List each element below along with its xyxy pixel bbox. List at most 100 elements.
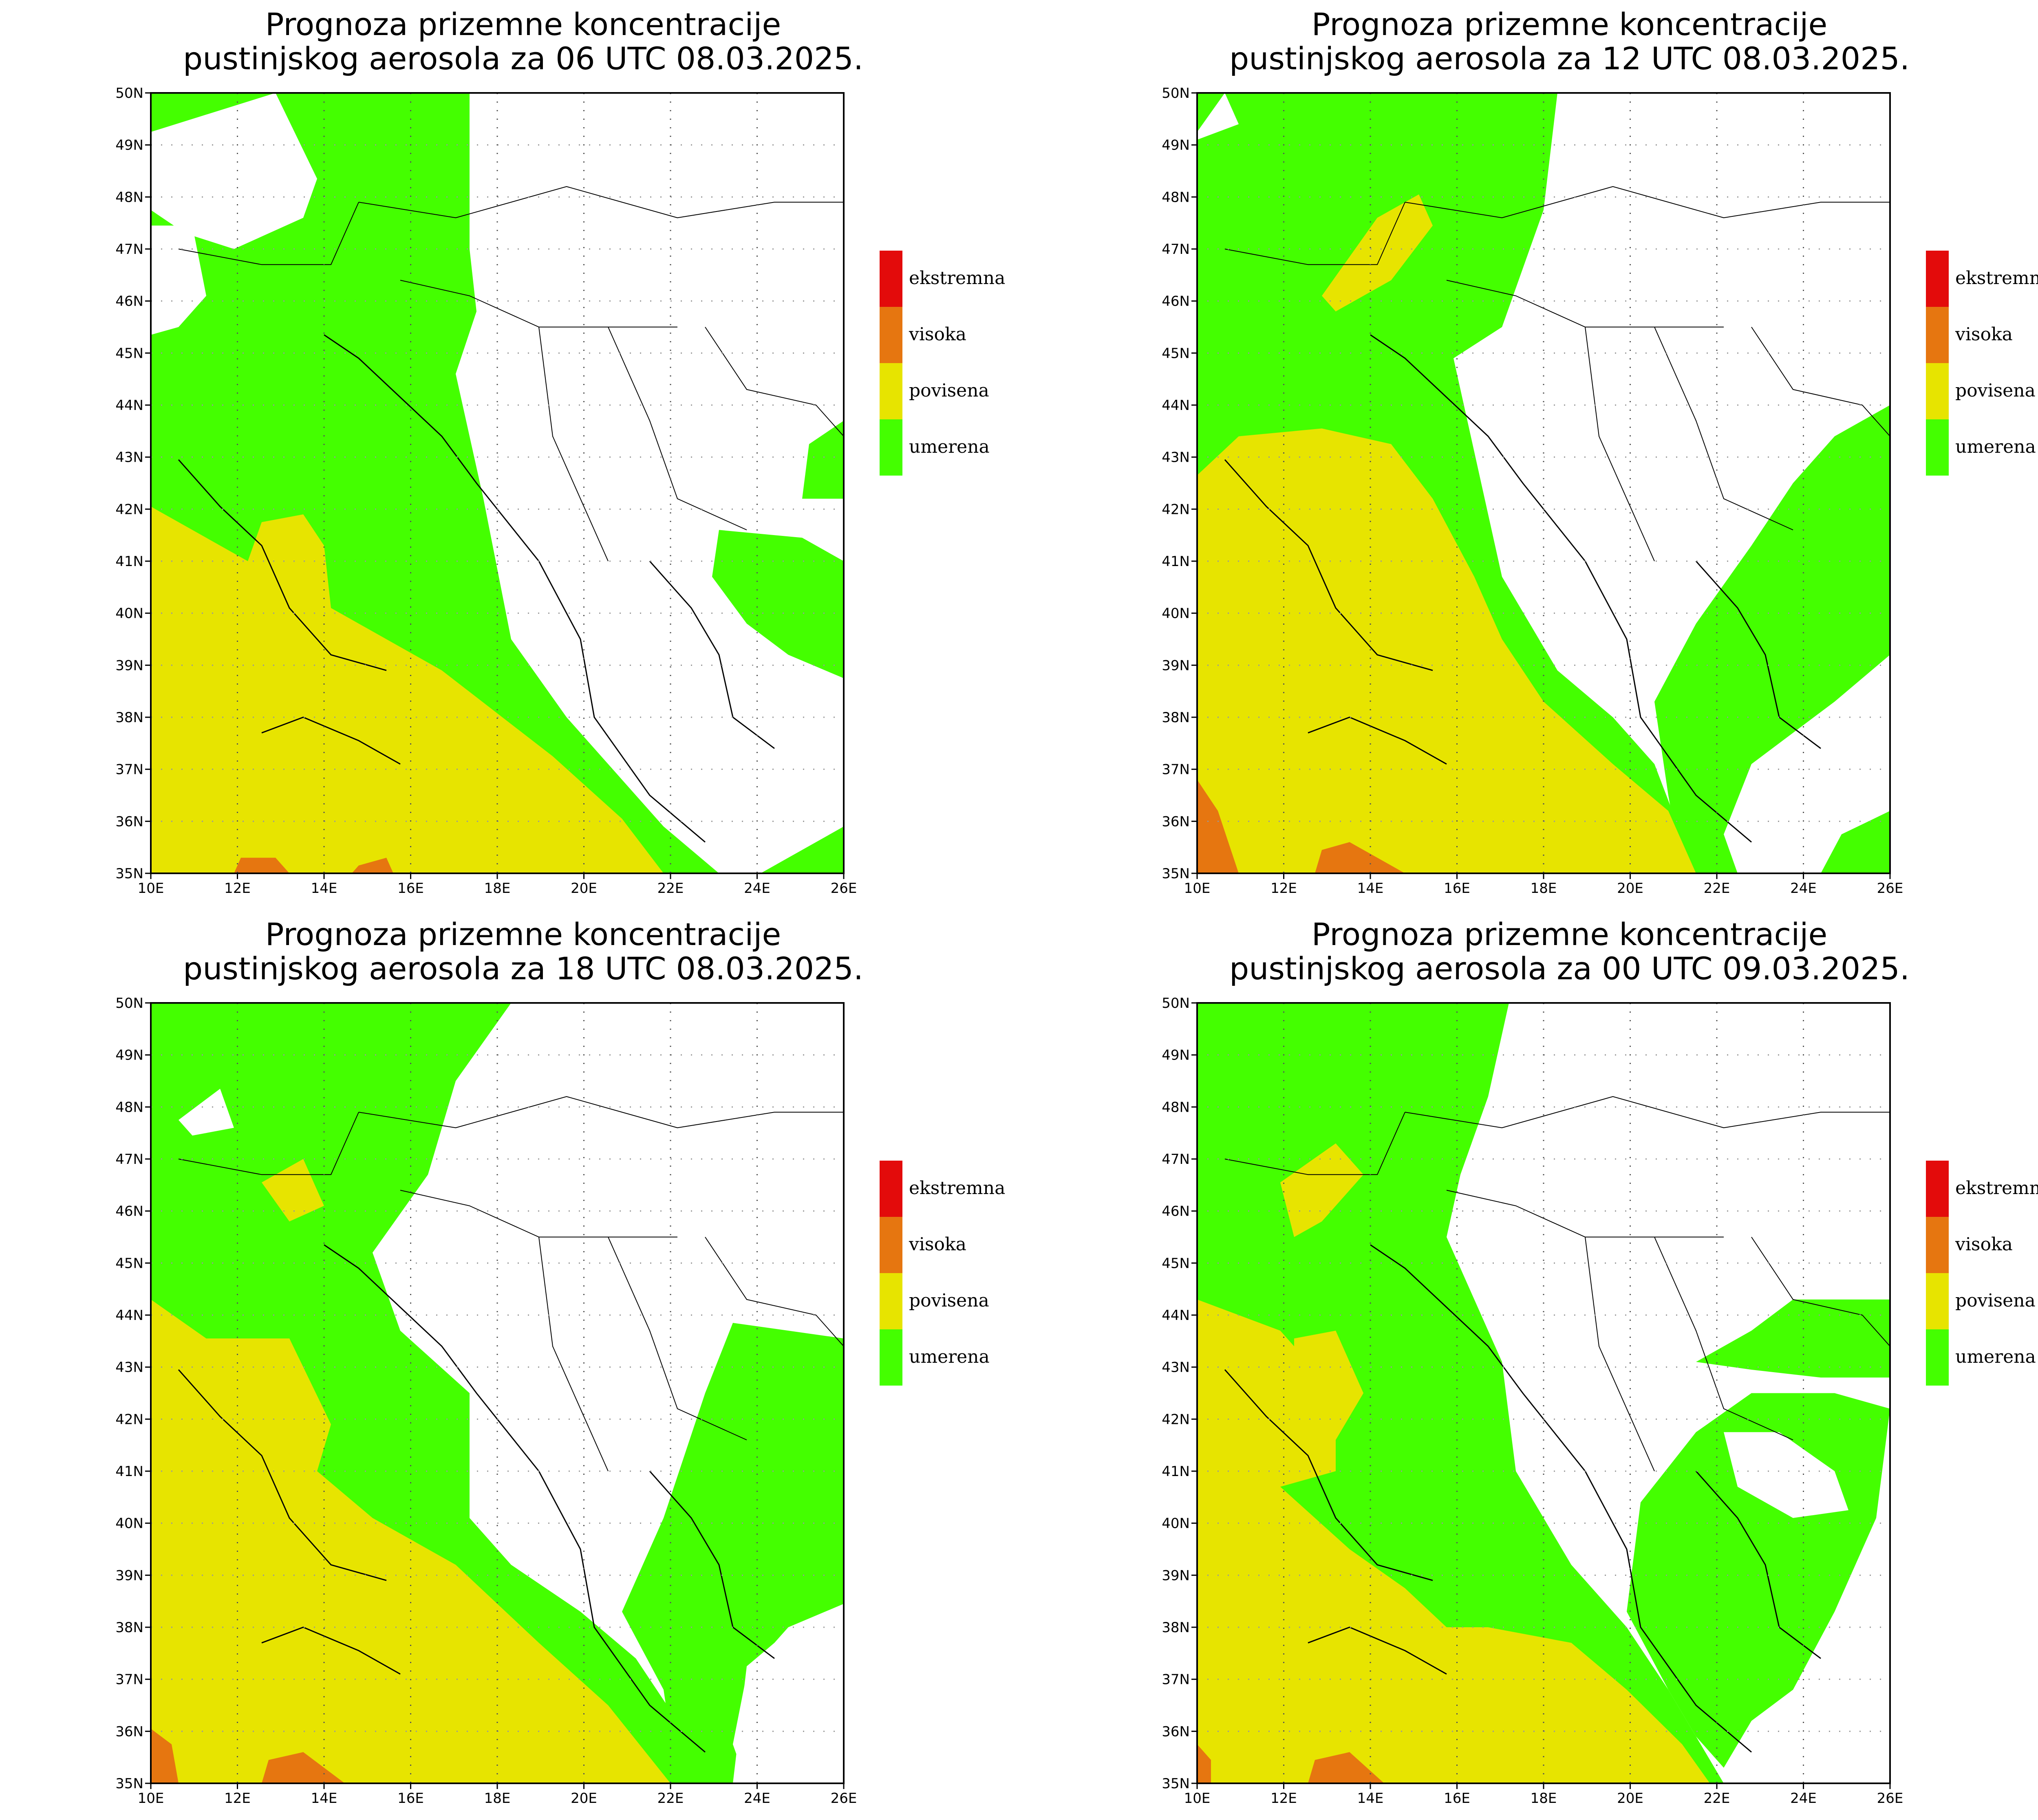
lat-tick-label: 49N bbox=[1162, 1047, 1190, 1064]
country-border bbox=[358, 186, 844, 218]
lon-tick-label: 18E bbox=[484, 1790, 511, 1807]
lat-tick-label: 45N bbox=[1162, 345, 1190, 361]
lat-tick-label: 42N bbox=[1162, 501, 1190, 518]
country-border bbox=[1654, 1237, 1793, 1441]
panel-title-line2: pustinjskog aerosola za 00 UTC 09.03.202… bbox=[1229, 950, 1910, 987]
legend-label: ekstremna bbox=[1955, 268, 2038, 289]
panel-title-line1: Prognoza prizemne koncentracije bbox=[1311, 6, 1828, 42]
lon-tick-label: 22E bbox=[657, 880, 684, 897]
coastline bbox=[178, 459, 387, 671]
lon-tick-label: 26E bbox=[1877, 1790, 1903, 1807]
lat-tick-label: 41N bbox=[1162, 1463, 1190, 1480]
country-border bbox=[705, 1236, 844, 1347]
lat-tick-label: 36N bbox=[115, 813, 143, 830]
clean-air-area bbox=[179, 1088, 234, 1136]
legend-item-umerena: umerena bbox=[1926, 419, 2038, 476]
country-border bbox=[1751, 326, 1890, 437]
lat-tick-label: 50N bbox=[115, 995, 143, 1011]
lon-tick-label: 14E bbox=[311, 1790, 337, 1807]
lat-tick-label: 42N bbox=[115, 501, 143, 518]
lat-tick-label: 49N bbox=[115, 137, 143, 154]
lon-tick-label: 12E bbox=[224, 880, 251, 897]
lat-tick-label: 38N bbox=[115, 1619, 143, 1636]
legend-item-umerena: umerena bbox=[880, 1329, 1043, 1386]
panel-title-line1: Prognoza prizemne koncentracije bbox=[265, 6, 781, 42]
aerosol-area-visoka bbox=[1315, 842, 1405, 873]
coastline bbox=[324, 1244, 706, 1753]
country-border bbox=[1224, 1112, 1405, 1175]
lat-tick-label: 37N bbox=[115, 762, 143, 778]
lat-tick-label: 41N bbox=[115, 1463, 143, 1480]
aerosol-area-visoka bbox=[234, 857, 289, 873]
legend-swatch bbox=[880, 307, 902, 363]
lat-tick-label: 37N bbox=[1162, 762, 1190, 778]
coastline bbox=[1308, 1626, 1447, 1675]
lat-tick-label: 39N bbox=[1162, 657, 1190, 674]
country-border bbox=[178, 202, 359, 265]
lat-tick-label: 47N bbox=[1162, 241, 1190, 258]
lat-tick-label: 40N bbox=[115, 606, 143, 622]
coastline bbox=[1224, 459, 1433, 671]
legend-label: umerena bbox=[909, 436, 990, 457]
lon-tick-label: 24E bbox=[744, 880, 770, 897]
aerosol-area-umerena bbox=[802, 421, 844, 499]
lat-tick-label: 38N bbox=[1162, 709, 1190, 726]
lat-tick-label: 45N bbox=[115, 345, 143, 361]
lat-tick-label: 35N bbox=[115, 866, 143, 882]
legend-swatch bbox=[1926, 307, 1949, 363]
country-border bbox=[705, 326, 844, 437]
lon-tick-label: 20E bbox=[571, 880, 597, 897]
clean-air-area bbox=[151, 93, 317, 249]
lat-tick-label: 38N bbox=[1162, 1619, 1190, 1636]
lon-tick-label: 24E bbox=[1790, 880, 1817, 897]
lat-tick-label: 49N bbox=[115, 1047, 143, 1064]
legend-label: ekstremna bbox=[909, 1178, 1006, 1199]
legend-swatch bbox=[1926, 419, 1949, 476]
aerosol-area-visoka bbox=[262, 1752, 345, 1783]
legend-label: umerena bbox=[1955, 436, 2036, 457]
lat-tick-label: 44N bbox=[115, 397, 143, 414]
panel-title-line2: pustinjskog aerosola za 06 UTC 08.03.202… bbox=[183, 40, 863, 77]
lon-tick-label: 26E bbox=[831, 1790, 857, 1807]
aerosol-area-umerena bbox=[761, 826, 844, 873]
lon-tick-label: 14E bbox=[311, 880, 337, 897]
legend-item-ekstremna: ekstremna bbox=[1926, 1161, 2038, 1217]
lat-tick-label: 36N bbox=[115, 1723, 143, 1740]
panel-title: Prognoza prizemne koncentracije pustinjs… bbox=[1046, 7, 2038, 76]
lat-tick-label: 50N bbox=[115, 85, 143, 101]
country-border bbox=[1751, 1236, 1890, 1347]
panel-title-line2: pustinjskog aerosola za 12 UTC 08.03.202… bbox=[1229, 40, 1910, 77]
lat-tick-label: 41N bbox=[115, 553, 143, 570]
lon-tick-label: 24E bbox=[744, 1790, 770, 1807]
map-panel-12utc: Prognoza prizemne koncentracije pustinjs… bbox=[1046, 0, 2038, 910]
coastline bbox=[649, 561, 775, 749]
country-border bbox=[608, 1237, 747, 1441]
lat-tick-label: 48N bbox=[115, 189, 143, 205]
legend-item-visoka: visoka bbox=[880, 307, 1043, 363]
map-panel-06utc: Prognoza prizemne koncentracije pustinjs… bbox=[0, 0, 1046, 910]
coastline bbox=[261, 1626, 401, 1675]
aerosol-area-visoka bbox=[1197, 780, 1239, 873]
clean-air-area bbox=[1724, 1432, 1848, 1518]
legend-label: umerena bbox=[909, 1346, 990, 1367]
legend-label: povisena bbox=[909, 380, 989, 401]
lat-tick-label: 46N bbox=[1162, 293, 1190, 310]
lat-tick-label: 45N bbox=[115, 1255, 143, 1271]
legend-item-povisena: povisena bbox=[880, 363, 1043, 419]
lat-tick-label: 50N bbox=[1162, 85, 1190, 101]
lat-tick-label: 40N bbox=[115, 1516, 143, 1532]
lat-tick-label: 47N bbox=[115, 1151, 143, 1168]
legend-label: ekstremna bbox=[1955, 1178, 2038, 1199]
lon-tick-label: 20E bbox=[1617, 880, 1643, 897]
coastline bbox=[1370, 334, 1752, 843]
legend-item-visoka: visoka bbox=[880, 1217, 1043, 1273]
lon-tick-label: 10E bbox=[138, 880, 164, 897]
aerosol-area-povisena bbox=[1280, 1143, 1363, 1237]
lon-tick-label: 16E bbox=[397, 1790, 424, 1807]
lon-tick-label: 22E bbox=[1704, 1790, 1730, 1807]
aerosol-area-povisena bbox=[151, 507, 664, 873]
lon-tick-label: 22E bbox=[657, 1790, 684, 1807]
lat-tick-label: 48N bbox=[1162, 189, 1190, 205]
legend-swatch bbox=[1926, 1161, 1949, 1217]
lat-tick-label: 41N bbox=[1162, 553, 1190, 570]
